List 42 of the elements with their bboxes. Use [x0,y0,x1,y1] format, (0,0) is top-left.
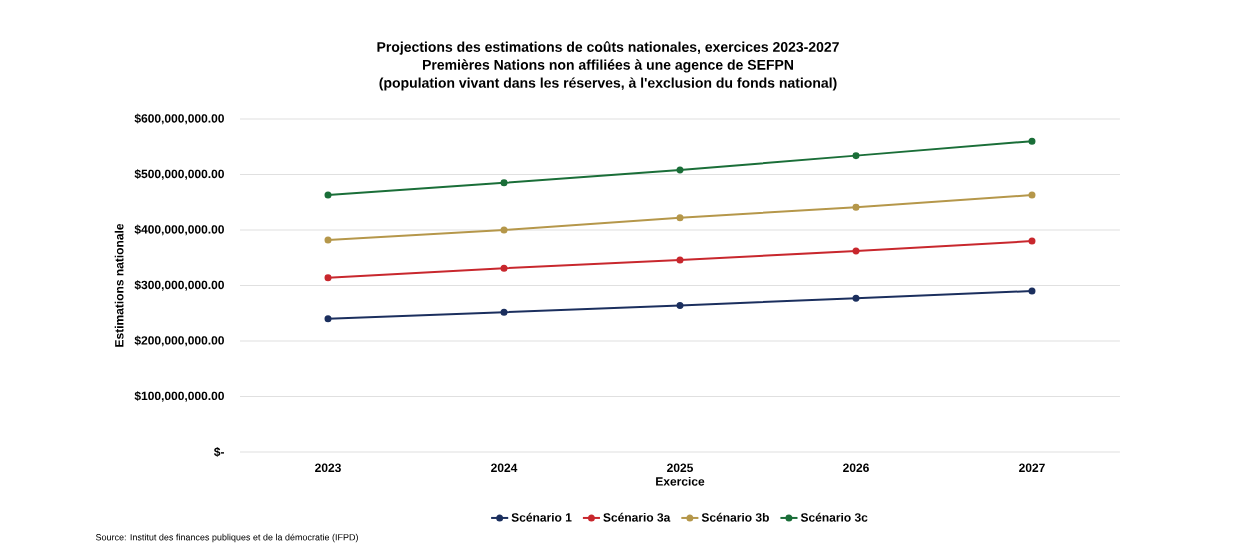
chart-title: Projections des estimations de coûts nationales, exercices 2023-2027 [377,41,839,55]
y-tick-label: $300,000,000.00 [134,280,224,291]
point [500,308,508,316]
y-tick-label: $- [213,447,224,457]
point [852,152,860,160]
x-tick-label: 2026 [843,463,869,473]
point [1028,287,1036,295]
point [324,274,332,282]
chart-subtitle: Premières Nations non affiliées à une agence de SEFPN [423,59,793,73]
x-tick-label: 2024 [491,463,518,473]
source-note: Source: Institut des finances publiques et de la démocratie (IFPD) [95,533,358,543]
text: (population vivant dans les réserves, à l'exclusion du fonds national) [379,77,837,91]
point [676,256,684,264]
point [852,294,860,302]
point [1028,137,1036,145]
point [500,226,508,234]
x-tick-label: 2027 [1019,463,1045,473]
point [676,214,684,222]
x-tick-label: 2025 [667,463,694,473]
point [1028,191,1036,199]
legend-label: Scénario 1 [511,512,572,522]
point [852,203,860,211]
y-tick-label: $400,000,000.00 [134,224,224,236]
point [676,166,684,174]
legend-label: Scénario 3b [701,512,769,522]
point [500,264,508,272]
legend-label: Scénario 3a [603,512,671,522]
x-axis-title: Exercice [656,476,705,486]
point [1028,237,1036,245]
y-tick-label: $600,000,000.00 [134,113,224,125]
y-tick-label: $200,000,000.00 [134,335,224,347]
point [324,315,332,323]
y-tick-label: $100,000,000.00 [134,391,224,402]
legend-label: Scénario 3c [800,512,868,522]
point [676,301,684,309]
x-tick-label: 2023 [315,463,341,473]
point [852,247,860,255]
point [500,179,508,187]
point [324,191,332,199]
y-tick-label: $500,000,000.00 [134,169,224,180]
point [324,236,332,244]
y-axis-title: Estimations nationale [114,223,124,347]
